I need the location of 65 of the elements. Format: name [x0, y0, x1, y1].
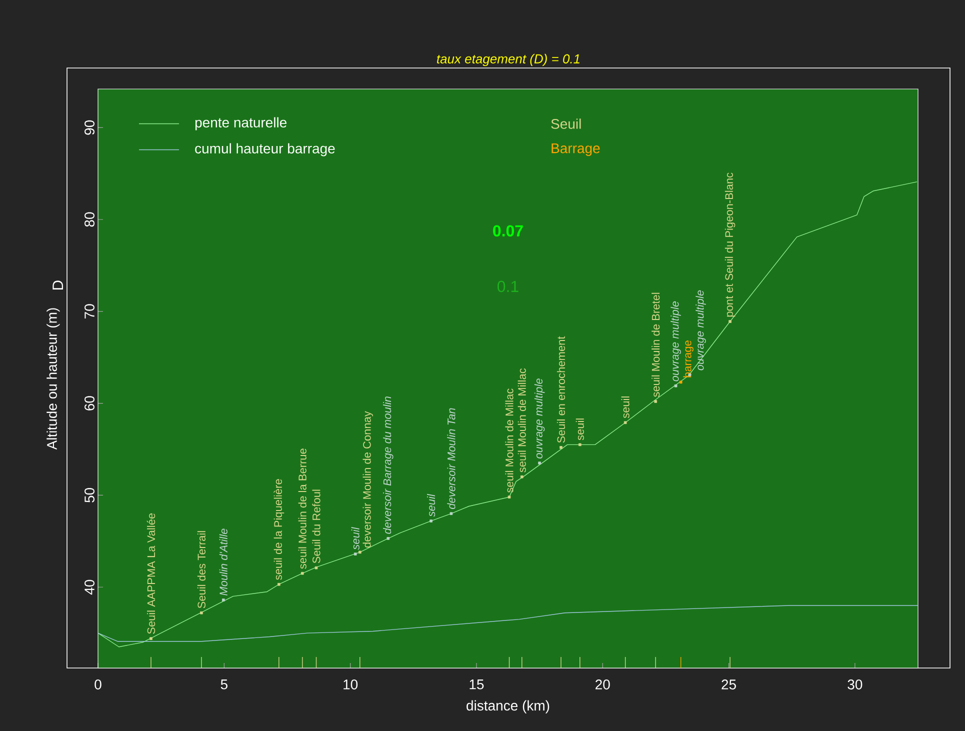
annotation: deversoir Moulin Tan [447, 408, 456, 510]
annotation: 0.1 [498, 280, 518, 292]
point [654, 400, 658, 403]
y-tick-label: 70 [84, 304, 94, 318]
y-tick-label: 90 [84, 120, 94, 135]
annotation: deversoir Moulin de Connay [362, 411, 374, 548]
x-axis-title: distance (km) [466, 700, 550, 714]
legend-label: cumul hauteur barrage [195, 143, 335, 156]
point [674, 384, 678, 388]
annotation: seuil [576, 418, 584, 440]
annotation: Seuil AAPPMA La Vallée [146, 513, 156, 634]
x-tick-label: 5 [220, 680, 228, 690]
annotation: seuil de la Piquelière [274, 479, 284, 580]
annotation: ouvrage multiple [670, 301, 681, 382]
annotation: Seuil des Terrail [197, 531, 206, 608]
annotation: seuil [621, 396, 630, 418]
point [314, 566, 318, 570]
annotation: ouvrage multiple [534, 378, 545, 458]
x-tick-label: 20 [596, 680, 610, 690]
y-tick-label: 40 [84, 580, 94, 595]
point [358, 550, 362, 554]
annotation: seuil Moulin de Millac [518, 368, 526, 472]
x-tick-label: 10 [344, 680, 358, 690]
point [624, 421, 627, 424]
point [222, 598, 225, 602]
point [728, 320, 732, 323]
annotation: seuil [351, 526, 360, 550]
annotation: Moulin d'Atille [219, 528, 228, 596]
annotation: seuil [427, 494, 436, 517]
text: Seuil [551, 118, 581, 129]
point [354, 552, 357, 556]
y-tick-label: 50 [84, 488, 94, 502]
point [538, 462, 541, 464]
x-tick-label: 0 [94, 680, 102, 690]
point [278, 582, 280, 586]
x-tick-label: 30 [848, 680, 862, 690]
annotation: seuil Moulin de Millac [505, 388, 514, 493]
point [200, 611, 203, 614]
text: Barrage [552, 143, 600, 156]
y-tick-label: 80 [84, 212, 94, 227]
annotation: barrage [683, 340, 694, 378]
point [300, 572, 304, 575]
legend-label: pente naturelle [195, 117, 287, 130]
point [450, 512, 453, 515]
chart-title: taux etagement (D) = 0.1 [437, 54, 580, 66]
annotation: 0.07 [493, 225, 523, 237]
annotation: seuil Moulin de Bretel [652, 292, 660, 397]
text: D [52, 280, 63, 290]
annotation: ouvrage multiple [696, 290, 706, 370]
annotation: Seuil du Refoul [312, 490, 320, 564]
y-axis-title: Altitude ou hauteur (m) [46, 308, 60, 450]
point [520, 475, 524, 478]
annotation: Seuil en enrochement [556, 336, 566, 443]
point [386, 537, 390, 540]
point [578, 443, 582, 446]
point [150, 637, 152, 640]
annotation: seuil Moulin de la Berrue [298, 448, 306, 569]
point [560, 446, 562, 449]
point [430, 520, 432, 522]
point [508, 496, 511, 498]
x-tick-label: 15 [470, 680, 484, 690]
y-tick-label: 60 [84, 396, 94, 410]
annotation: deversoir Barrage du moulin [383, 396, 394, 534]
x-tick-label: 25 [722, 680, 736, 690]
annotation: pont et Seuil du Pigeon-Blanc [724, 172, 736, 317]
